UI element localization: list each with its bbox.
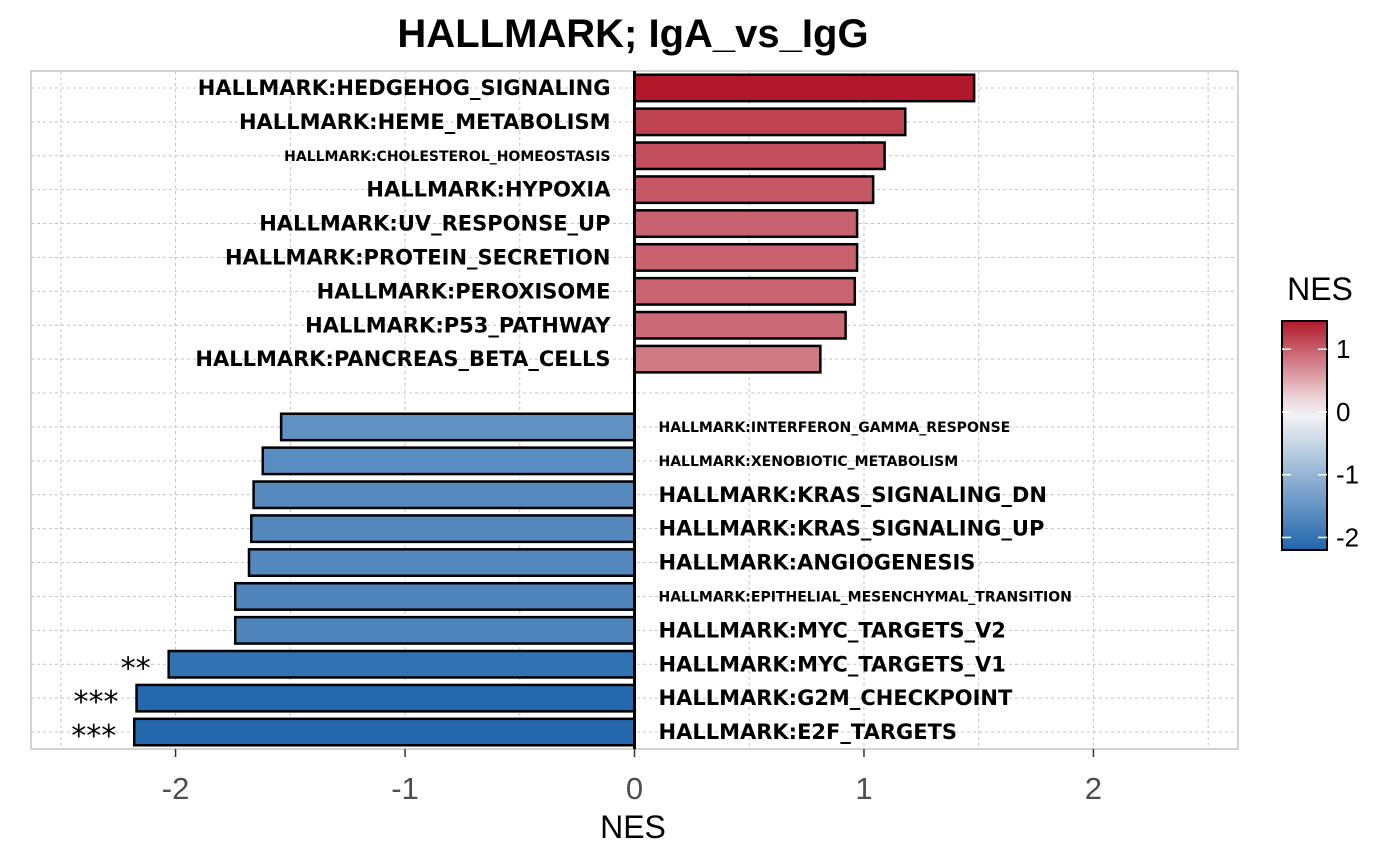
bar bbox=[633, 242, 859, 272]
significance-label: ** bbox=[121, 651, 151, 686]
chart-title: HALLMARK; IgA_vs_IgG bbox=[397, 12, 868, 56]
significance-label: *** bbox=[74, 685, 119, 720]
term-label: HALLMARK:KRAS_SIGNALING_DN bbox=[659, 483, 1047, 507]
bar bbox=[261, 446, 636, 476]
term-label: HALLMARK:G2M_CHECKPOINT bbox=[659, 686, 1013, 710]
x-tick-label: -1 bbox=[391, 771, 419, 806]
x-tick-label: -2 bbox=[162, 771, 190, 806]
term-label: HALLMARK:PROTEIN_SECRETION bbox=[225, 245, 611, 269]
term-label: HALLMARK:PEROXISOME bbox=[317, 279, 611, 303]
term-label: HALLMARK:UV_RESPONSE_UP bbox=[259, 212, 610, 236]
bar bbox=[167, 649, 636, 679]
legend-tick-label: -2 bbox=[1336, 522, 1359, 552]
term-label: HALLMARK:CHOLESTEROL_HOMEOSTASIS bbox=[284, 149, 610, 165]
x-tick-label: 2 bbox=[1085, 771, 1102, 806]
legend-tick-label: 1 bbox=[1336, 334, 1350, 364]
bar bbox=[633, 310, 847, 340]
bar bbox=[633, 276, 857, 306]
color-legend: NES 1 0 -1 -2 bbox=[1281, 271, 1359, 552]
bar bbox=[252, 480, 636, 510]
bar bbox=[633, 141, 886, 171]
term-label: HALLMARK:HEME_METABOLISM bbox=[239, 110, 611, 134]
x-axis: -2 -1 0 1 2 bbox=[162, 749, 1102, 806]
bar bbox=[633, 107, 907, 137]
bar bbox=[633, 209, 859, 239]
term-label: HALLMARK:KRAS_SIGNALING_UP bbox=[659, 517, 1045, 541]
term-label: HALLMARK:ANGIOGENESIS bbox=[659, 551, 976, 575]
bars bbox=[133, 73, 976, 747]
term-label: HALLMARK:EPITHELIAL_MESENCHYMAL_TRANSITI… bbox=[659, 589, 1072, 605]
bar bbox=[133, 717, 636, 747]
term-label: HALLMARK:MYC_TARGETS_V1 bbox=[659, 652, 1006, 676]
bar bbox=[135, 683, 636, 713]
term-label: HALLMARK:PANCREAS_BETA_CELLS bbox=[195, 347, 610, 371]
term-labels: HALLMARK:HEDGEHOG_SIGNALING HALLMARK:HEME… bbox=[195, 76, 1072, 744]
significance-labels: ******** bbox=[71, 651, 150, 754]
bar bbox=[247, 548, 636, 578]
term-label: HALLMARK:HYPOXIA bbox=[366, 178, 611, 202]
legend-tick-label: -1 bbox=[1336, 460, 1359, 490]
term-label: HALLMARK:E2F_TARGETS bbox=[659, 720, 958, 744]
significance-label: *** bbox=[71, 719, 116, 754]
x-axis-title: NES bbox=[600, 809, 666, 845]
x-tick-label: 1 bbox=[855, 771, 872, 806]
bar bbox=[233, 581, 636, 611]
legend-ticks: 1 0 -1 -2 bbox=[1282, 334, 1359, 552]
legend-tick-label: 0 bbox=[1336, 397, 1350, 427]
legend-title: NES bbox=[1287, 271, 1353, 307]
bar bbox=[633, 73, 976, 103]
colorbar bbox=[1281, 320, 1328, 551]
bar bbox=[279, 412, 636, 442]
term-label: HALLMARK:HEDGEHOG_SIGNALING bbox=[198, 76, 611, 100]
bar bbox=[250, 514, 636, 544]
bar bbox=[633, 175, 875, 205]
x-tick-label: 0 bbox=[626, 771, 643, 806]
bar bbox=[233, 615, 636, 645]
term-label: HALLMARK:MYC_TARGETS_V2 bbox=[659, 618, 1006, 642]
term-label: HALLMARK:XENOBIOTIC_METABOLISM bbox=[659, 454, 959, 470]
term-label: HALLMARK:INTERFERON_GAMMA_RESPONSE bbox=[659, 420, 1011, 436]
bar bbox=[633, 344, 822, 374]
term-label: HALLMARK:P53_PATHWAY bbox=[305, 313, 611, 337]
